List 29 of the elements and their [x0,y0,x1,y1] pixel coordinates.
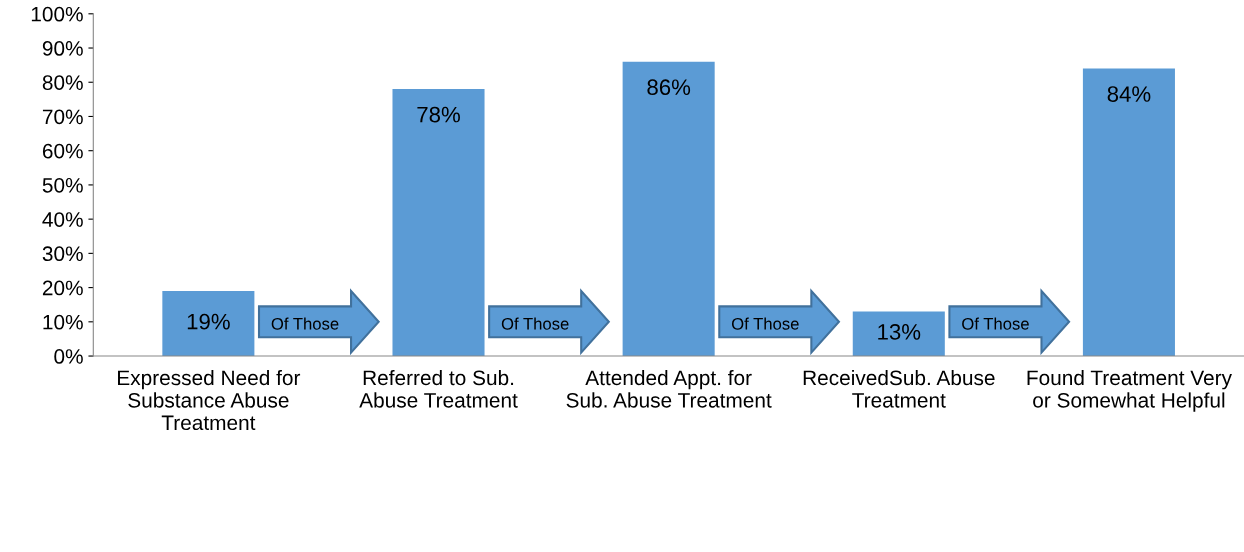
x-tick-label: Referred to Sub. Abuse Treatment [359,369,518,408]
bar [622,61,715,357]
y-tick-label: 30% [42,246,83,262]
data-label: 86% [647,79,691,96]
data-label: 78% [417,106,460,123]
annotation: Of Those [731,317,799,330]
y-tick-label: 70% [42,109,83,125]
data-label: 84% [1107,86,1151,102]
annotation: Of Those [271,317,339,330]
bar [1082,68,1175,357]
data-label: 13% [878,324,921,340]
y-tick-label: 10% [43,314,83,330]
data-label: 19% [187,313,230,330]
y-tick-label: 90% [42,41,83,56]
x-tick-label: Expressed Need for Substance Abuse Treatment [118,369,301,431]
y-tick-label: 20% [42,280,83,296]
annotation: Of Those [962,317,1029,330]
bar [392,89,485,357]
y-tick-label: 100% [31,6,83,22]
y-tick-label: 60% [42,143,83,159]
annotation: Of Those [501,317,569,330]
y-tick-label: 50% [42,177,83,193]
x-tick-label: Found Treatment Very or Somewhat Helpful [1027,369,1232,412]
y-tick-label: 40% [42,212,83,227]
y-tick-label: 0% [54,349,83,364]
x-tick-label: ReceivedSub. Abuse Treatment [803,369,995,408]
x-tick-label: Attended Appt. for Sub. Abuse Treatment [566,369,772,408]
bar [852,311,945,357]
y-tick-label: 80% [42,75,83,90]
